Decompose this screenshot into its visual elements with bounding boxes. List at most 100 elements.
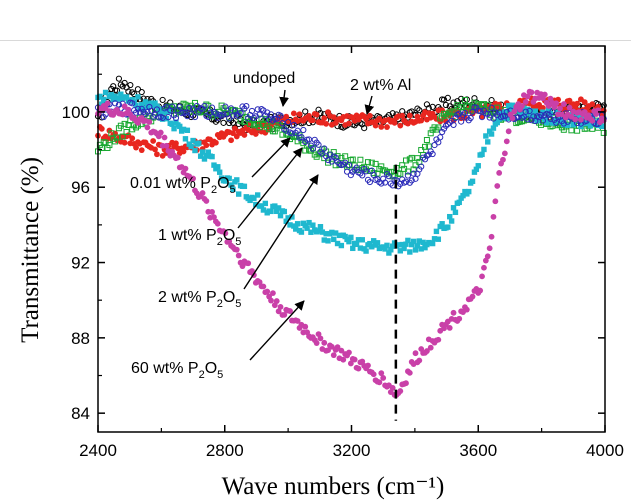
data-point bbox=[277, 304, 284, 310]
data-point bbox=[412, 175, 419, 182]
data-point bbox=[560, 101, 567, 107]
x-tick-label: 4000 bbox=[586, 441, 624, 460]
data-point bbox=[190, 137, 196, 144]
data-point bbox=[427, 130, 434, 137]
y-tick-label: 88 bbox=[71, 329, 90, 348]
data-point bbox=[262, 112, 269, 119]
data-point bbox=[222, 230, 229, 237]
data-point bbox=[180, 148, 187, 155]
data-point bbox=[325, 159, 332, 166]
data-point bbox=[507, 106, 514, 113]
data-point bbox=[492, 198, 499, 205]
data-point bbox=[389, 243, 396, 249]
data-point bbox=[110, 96, 116, 102]
series-2-wt-p2o5 bbox=[94, 99, 607, 190]
data-point bbox=[243, 103, 250, 110]
data-point bbox=[388, 247, 394, 253]
data-point bbox=[450, 121, 457, 129]
data-point bbox=[315, 228, 322, 234]
data-point bbox=[444, 112, 451, 119]
data-point bbox=[144, 109, 151, 116]
data-point bbox=[281, 208, 288, 215]
data-point bbox=[112, 138, 119, 145]
data-point bbox=[199, 149, 206, 155]
data-point bbox=[437, 118, 444, 125]
data-point bbox=[211, 214, 217, 221]
data-point bbox=[100, 139, 107, 146]
data-point bbox=[157, 129, 164, 136]
data-point bbox=[171, 125, 177, 132]
data-point bbox=[418, 163, 425, 170]
data-point bbox=[334, 344, 341, 351]
data-point bbox=[445, 224, 451, 230]
data-point bbox=[444, 94, 451, 102]
data-point bbox=[252, 131, 259, 137]
data-point bbox=[182, 101, 189, 108]
data-point bbox=[418, 117, 425, 124]
data-point bbox=[479, 151, 485, 158]
data-point bbox=[399, 162, 406, 169]
data-point bbox=[406, 112, 413, 119]
data-point bbox=[410, 170, 417, 177]
data-point bbox=[488, 131, 495, 137]
data-point bbox=[106, 142, 113, 149]
data-point bbox=[331, 236, 337, 243]
data-point bbox=[288, 130, 296, 137]
data-point bbox=[250, 122, 257, 129]
data-point bbox=[267, 111, 275, 118]
data-point bbox=[378, 123, 385, 130]
data-point bbox=[478, 114, 486, 121]
data-point bbox=[169, 103, 176, 110]
data-point bbox=[177, 123, 183, 130]
data-point bbox=[515, 114, 522, 121]
data-point bbox=[439, 128, 446, 136]
data-point bbox=[450, 108, 457, 115]
data-point bbox=[433, 228, 440, 235]
data-point bbox=[418, 246, 424, 252]
data-point bbox=[549, 108, 556, 115]
data-point bbox=[158, 110, 164, 117]
data-point bbox=[557, 105, 563, 112]
data-point bbox=[424, 348, 430, 354]
data-point bbox=[307, 142, 315, 149]
data-point bbox=[305, 136, 313, 143]
data-point bbox=[357, 156, 364, 163]
data-point bbox=[150, 138, 157, 144]
data-point bbox=[572, 116, 579, 123]
data-point bbox=[540, 109, 546, 115]
data-point bbox=[338, 347, 345, 354]
data-point bbox=[456, 110, 463, 117]
data-point bbox=[442, 122, 450, 129]
data-point bbox=[486, 114, 493, 121]
data-point bbox=[442, 110, 449, 117]
data-point bbox=[251, 195, 257, 201]
data-point bbox=[486, 245, 493, 252]
data-point bbox=[503, 138, 510, 145]
data-point bbox=[182, 165, 189, 172]
data-point bbox=[332, 230, 339, 236]
data-point bbox=[578, 116, 584, 123]
data-point bbox=[522, 99, 529, 105]
data-point bbox=[234, 177, 240, 183]
data-point bbox=[117, 81, 124, 88]
data-point bbox=[410, 238, 417, 245]
data-point bbox=[115, 75, 123, 82]
data-point bbox=[231, 107, 238, 115]
data-point bbox=[125, 122, 132, 129]
data-point bbox=[589, 101, 596, 108]
series-60-wt-p2o5 bbox=[95, 88, 607, 398]
data-point bbox=[401, 245, 407, 252]
data-point bbox=[490, 125, 497, 131]
data-point bbox=[154, 103, 160, 109]
data-point bbox=[239, 263, 246, 270]
data-point bbox=[323, 120, 330, 127]
data-point bbox=[423, 136, 430, 143]
data-point bbox=[561, 121, 567, 128]
data-point bbox=[294, 138, 301, 145]
data-point bbox=[461, 96, 468, 103]
data-point bbox=[370, 371, 377, 378]
data-point bbox=[382, 246, 388, 252]
top-divider bbox=[0, 40, 631, 41]
data-point bbox=[125, 88, 132, 95]
